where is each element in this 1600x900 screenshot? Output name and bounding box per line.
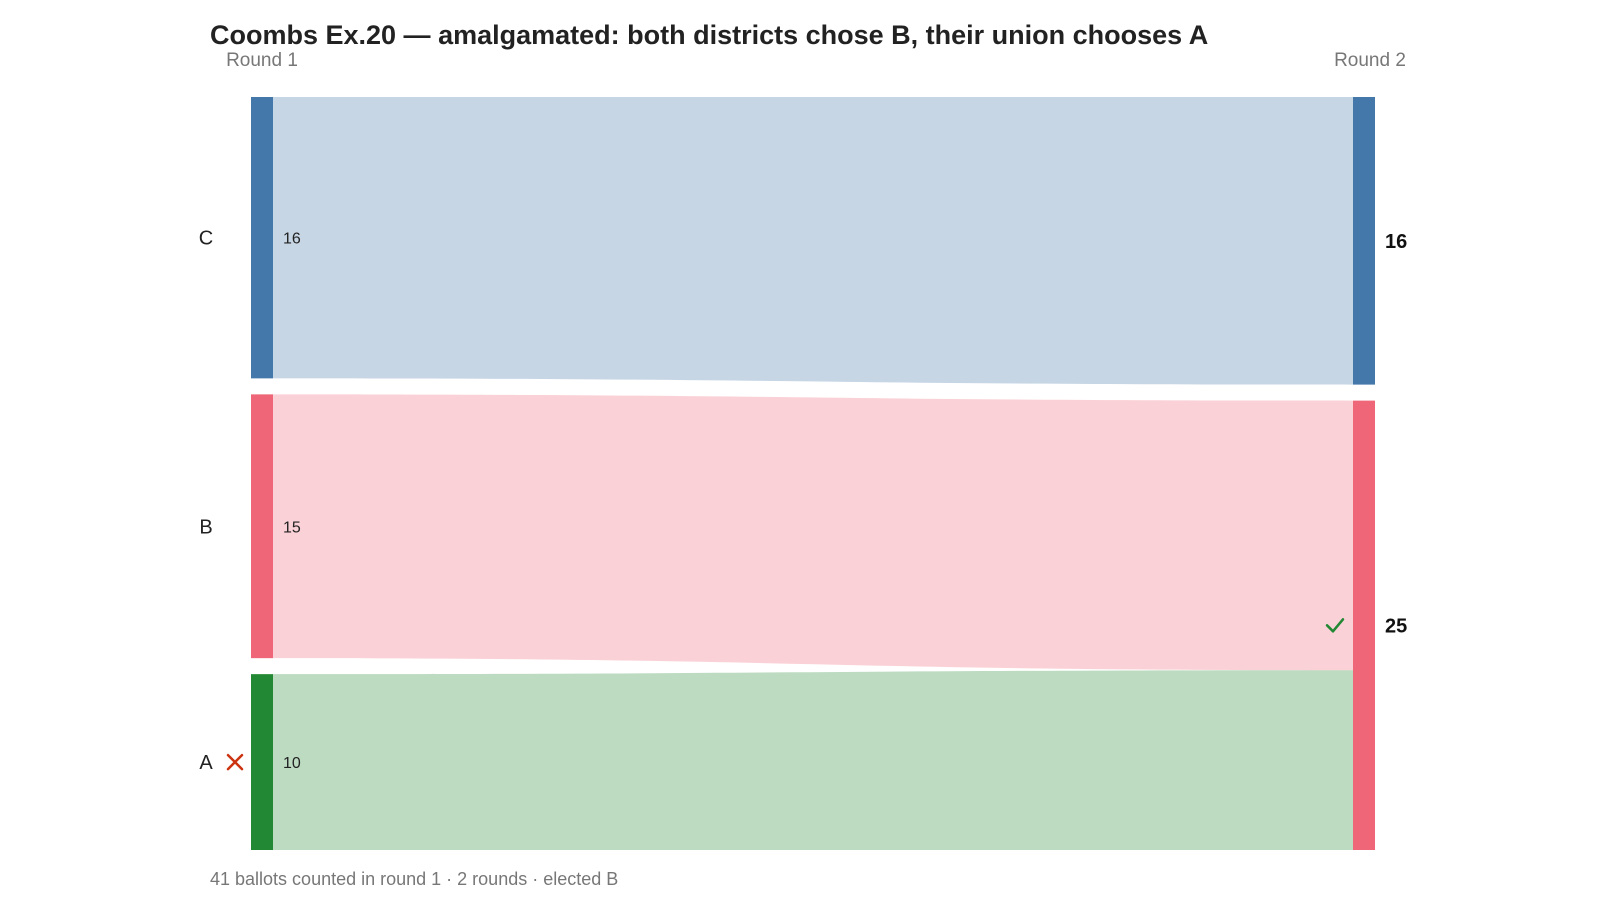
value-label-round1-a: 10 xyxy=(283,755,301,772)
value-label-round1-c: 16 xyxy=(283,231,301,248)
flows-layer xyxy=(273,97,1353,850)
nodes-layer xyxy=(251,97,1375,850)
node-round2-b xyxy=(1353,400,1375,850)
chart-title: Coombs Ex.20 — amalgamated: both distric… xyxy=(210,20,1208,50)
candidate-label-b: B xyxy=(199,516,212,538)
labels-layer: C 16 B 15 A 10 16 25 xyxy=(199,228,1407,774)
flow-c-to-c xyxy=(273,97,1353,385)
flow-a-to-b xyxy=(273,670,1353,850)
node-round1-b xyxy=(251,394,273,659)
checkmark-icon xyxy=(1325,618,1345,633)
candidate-label-c: C xyxy=(199,228,213,250)
candidate-label-a: A xyxy=(199,752,213,774)
value-label-round1-b: 15 xyxy=(283,519,301,536)
node-round2-c xyxy=(1353,97,1375,385)
flow-b-to-b xyxy=(273,394,1353,671)
footer-summary: 41 ballots counted in round 1 · 2 rounds… xyxy=(210,869,618,889)
round-1-label: Round 1 xyxy=(226,50,298,71)
node-round1-c xyxy=(251,97,273,379)
node-round1-a xyxy=(251,674,273,850)
total-label-round2-c: 16 xyxy=(1385,231,1407,253)
x-mark-icon xyxy=(226,753,244,771)
round-2-label: Round 2 xyxy=(1334,50,1406,71)
total-label-round2-b: 25 xyxy=(1385,615,1407,637)
